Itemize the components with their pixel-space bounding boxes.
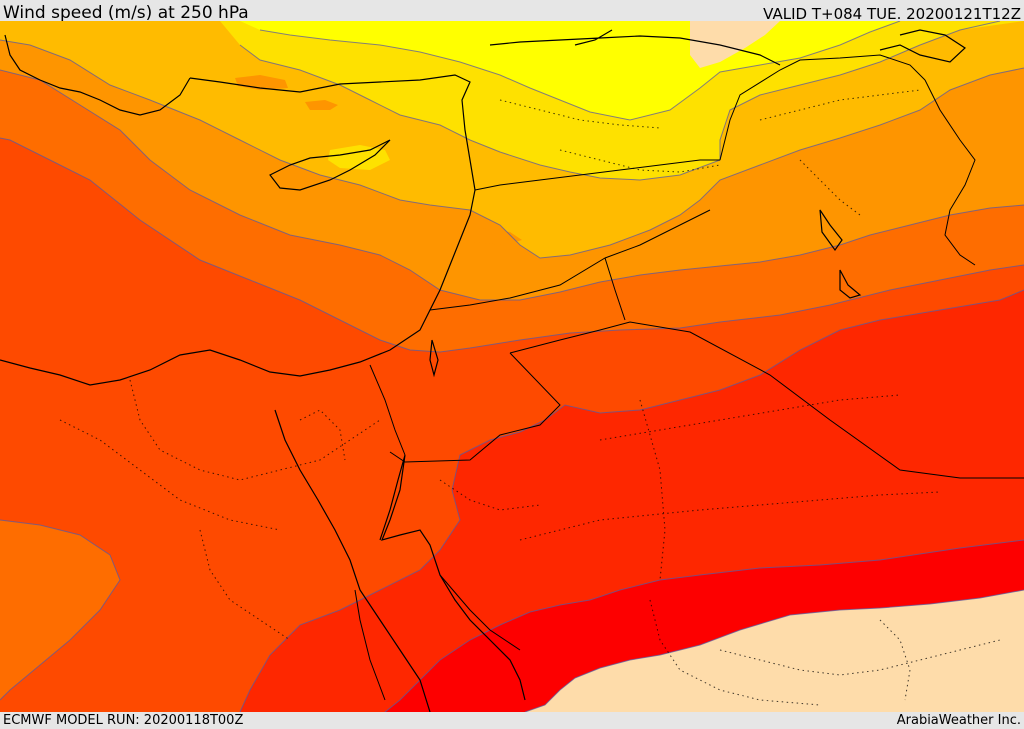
band-orange-blob-3 bbox=[458, 228, 522, 245]
band-orange-red-blob-lowwest bbox=[0, 315, 12, 357]
coastlines bbox=[0, 29, 966, 712]
band-gold-blob bbox=[328, 145, 390, 170]
footer-bar: ECMWF MODEL RUN: 20200118T00Z ArabiaWeat… bbox=[0, 712, 1024, 729]
band-dark-orange-sw bbox=[0, 520, 120, 700]
valid-time-label: VALID T+084 TUE. 20200121T12Z bbox=[763, 5, 1021, 23]
credit-label: ArabiaWeather Inc. bbox=[896, 713, 1021, 728]
band-orange-red-blob-west bbox=[0, 178, 20, 192]
map-title: Wind speed (m/s) at 250 hPa bbox=[3, 3, 249, 23]
band-peach-north bbox=[690, 21, 780, 68]
weather-map bbox=[0, 21, 1024, 712]
country-borders bbox=[354, 54, 1024, 701]
map-canvas bbox=[0, 21, 1024, 712]
header-bar: Wind speed (m/s) at 250 hPa VALID T+084 … bbox=[0, 0, 1024, 23]
band-peach-south bbox=[525, 590, 1024, 712]
band-orange-blob-2 bbox=[305, 100, 338, 110]
contour-lines bbox=[0, 21, 1024, 712]
model-run-label: ECMWF MODEL RUN: 20200118T00Z bbox=[3, 713, 244, 728]
